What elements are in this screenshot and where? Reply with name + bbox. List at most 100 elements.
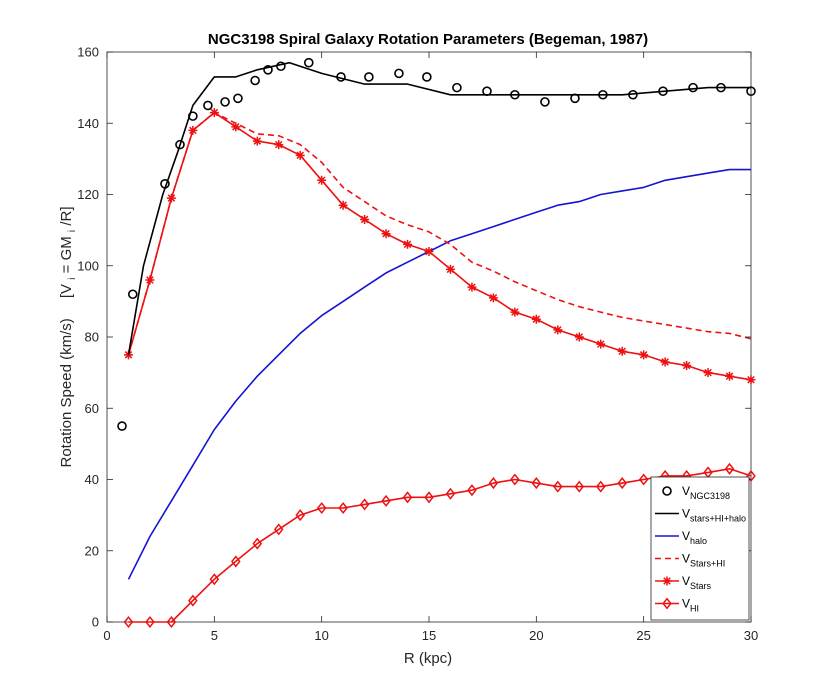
point-hi [445,487,456,500]
point-stars [403,239,413,249]
point-hi [209,573,220,586]
y-axis-title: Rotation Speed (km/s) [V i = GM i /R] [58,206,79,467]
point-stars [746,375,756,385]
point-ngc3198 [452,82,462,93]
y-tick-label: 160 [77,45,99,60]
y-axis-title-main: Rotation Speed (km/s) [58,318,75,467]
legend-label-main: V [682,507,690,521]
legend-label-subscript: stars+HI+halo [690,514,746,524]
point-hi [724,462,735,475]
y-tick-label: 100 [77,258,99,273]
legend-label-main: V [682,552,690,566]
series-ngc3198 [117,57,756,431]
series-total [127,61,751,355]
legend-label-stars_hi: VStars+HI [682,552,725,569]
point-ngc3198 [160,179,170,189]
x-tick-label: 25 [636,628,650,643]
point-stars [338,200,348,210]
point-hi [531,477,542,490]
legend-marker-hi [662,597,672,610]
point-stars [123,350,133,360]
x-axis-title: R (kpc) [404,650,452,667]
point-ngc3198 [598,89,608,100]
legend-label-main: V [682,529,690,543]
x-axis: 0 5 10 15 20 25 30 [103,52,758,643]
point-stars [703,368,713,378]
x-tick-label: 0 [103,628,110,643]
series-hi [123,462,756,629]
point-ngc3198 [263,65,273,75]
legend-label-subscript: Stars+HI [690,559,725,569]
series-stars_hi [127,111,752,356]
legend-label-hi: VHI [682,597,699,614]
legend-label-ngc3198: VNGC3198 [682,484,730,501]
series-line-total [127,61,751,355]
legend-label-main: V [682,484,690,498]
point-hi [252,537,263,550]
point-hi [123,615,134,629]
point-ngc3198 [658,86,668,96]
point-stars [166,193,176,203]
point-stars [660,357,670,367]
y-axis-title-group: Rotation Speed (km/s) [V i = GM i /R] [58,206,79,467]
point-ngc3198 [422,72,432,82]
legend-label-subscript: NGC3198 [690,491,730,501]
y-tick-label: 140 [77,116,99,131]
legend-label-subscript: HI [690,604,699,614]
point-ngc3198 [220,97,230,107]
point-hi [316,501,327,515]
legend-label-halo: Vhalo [682,529,707,546]
point-stars [274,140,284,150]
chart-title: NGC3198 Spiral Galaxy Rotation Parameter… [208,31,648,48]
point-hi [552,480,563,493]
point-hi [617,477,628,490]
point-stars [510,307,520,317]
point-ngc3198 [394,68,404,79]
legend-label-subscript: Stars [690,581,712,591]
legend-label-subscript: halo [690,536,707,546]
point-hi [338,501,348,515]
point-ngc3198 [233,93,243,104]
y-axis-formula-prefix: [V [58,284,75,298]
point-ngc3198 [276,61,286,72]
point-hi [510,473,520,486]
y-tick-label: 80 [85,330,99,345]
point-hi [359,498,370,511]
point-ngc3198 [510,89,520,100]
legend-label-main: V [682,574,690,588]
point-hi [488,477,499,490]
point-ngc3198 [364,72,374,82]
point-ngc3198 [746,86,756,96]
legend: VNGC3198Vstars+HI+haloVhaloVStars+HIVSta… [650,476,750,621]
point-ngc3198 [628,89,638,100]
series-line-stars [127,111,752,381]
point-stars [145,275,155,285]
point-hi [424,491,434,504]
point-stars [467,282,477,292]
point-stars [488,293,498,303]
point-stars [317,175,327,185]
point-hi [188,594,198,607]
point-stars [682,361,692,370]
y-tick-label: 40 [85,472,99,487]
point-ngc3198 [482,86,492,96]
point-hi [166,615,177,629]
series-halo [127,168,751,580]
y-axis-formula-mid: = GM [58,236,75,273]
x-tick-label: 30 [744,628,758,643]
point-stars [252,136,262,146]
point-hi [574,480,585,493]
point-hi [273,523,284,536]
point-stars [424,247,434,256]
point-ngc3198 [570,93,580,104]
point-stars [295,150,305,160]
x-tick-label: 15 [422,628,436,643]
point-hi [467,484,477,497]
point-stars [360,214,370,224]
point-ngc3198 [127,289,138,300]
point-hi [595,480,606,493]
legend-label-stars: VStars [682,574,712,591]
series-line-halo [127,168,751,580]
point-stars [531,314,541,324]
